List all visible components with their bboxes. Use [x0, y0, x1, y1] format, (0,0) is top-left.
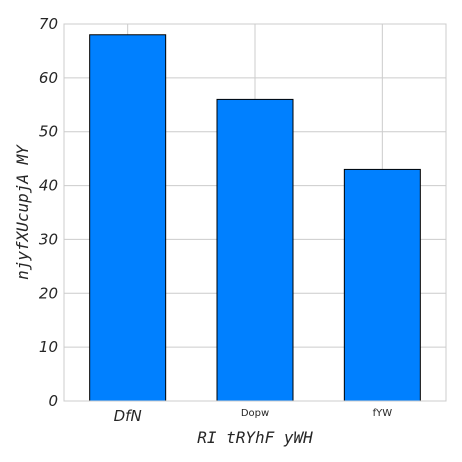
- x-tick-label: Dopw: [241, 408, 269, 419]
- bar-dopw: [216, 98, 294, 402]
- y-axis-label: njyfXUcupjA MY: [13, 144, 32, 280]
- y-tick-labels: 0 10 20 30 40 50 60 70: [39, 15, 58, 410]
- bars: [89, 34, 421, 402]
- y-tick-label: 20: [39, 284, 58, 302]
- y-tick-label: 60: [39, 69, 58, 87]
- y-tick-label: 10: [39, 338, 58, 356]
- y-tick-label: 0: [48, 392, 58, 410]
- x-tick-label: DfN: [114, 407, 142, 425]
- x-tick-labels: DfN Dopw fYW: [114, 407, 393, 425]
- x-tick-label: fYW: [373, 408, 393, 419]
- x-axis-label: RI tRYhF yWH: [197, 428, 313, 447]
- bar-dfn: [89, 34, 167, 402]
- y-tick-label: 30: [39, 230, 58, 248]
- y-tick-label: 50: [39, 123, 58, 141]
- bar-fyw: [343, 168, 421, 402]
- y-tick-label: 70: [39, 15, 58, 33]
- y-tick-label: 40: [39, 177, 58, 195]
- plot-frame: [63, 23, 447, 402]
